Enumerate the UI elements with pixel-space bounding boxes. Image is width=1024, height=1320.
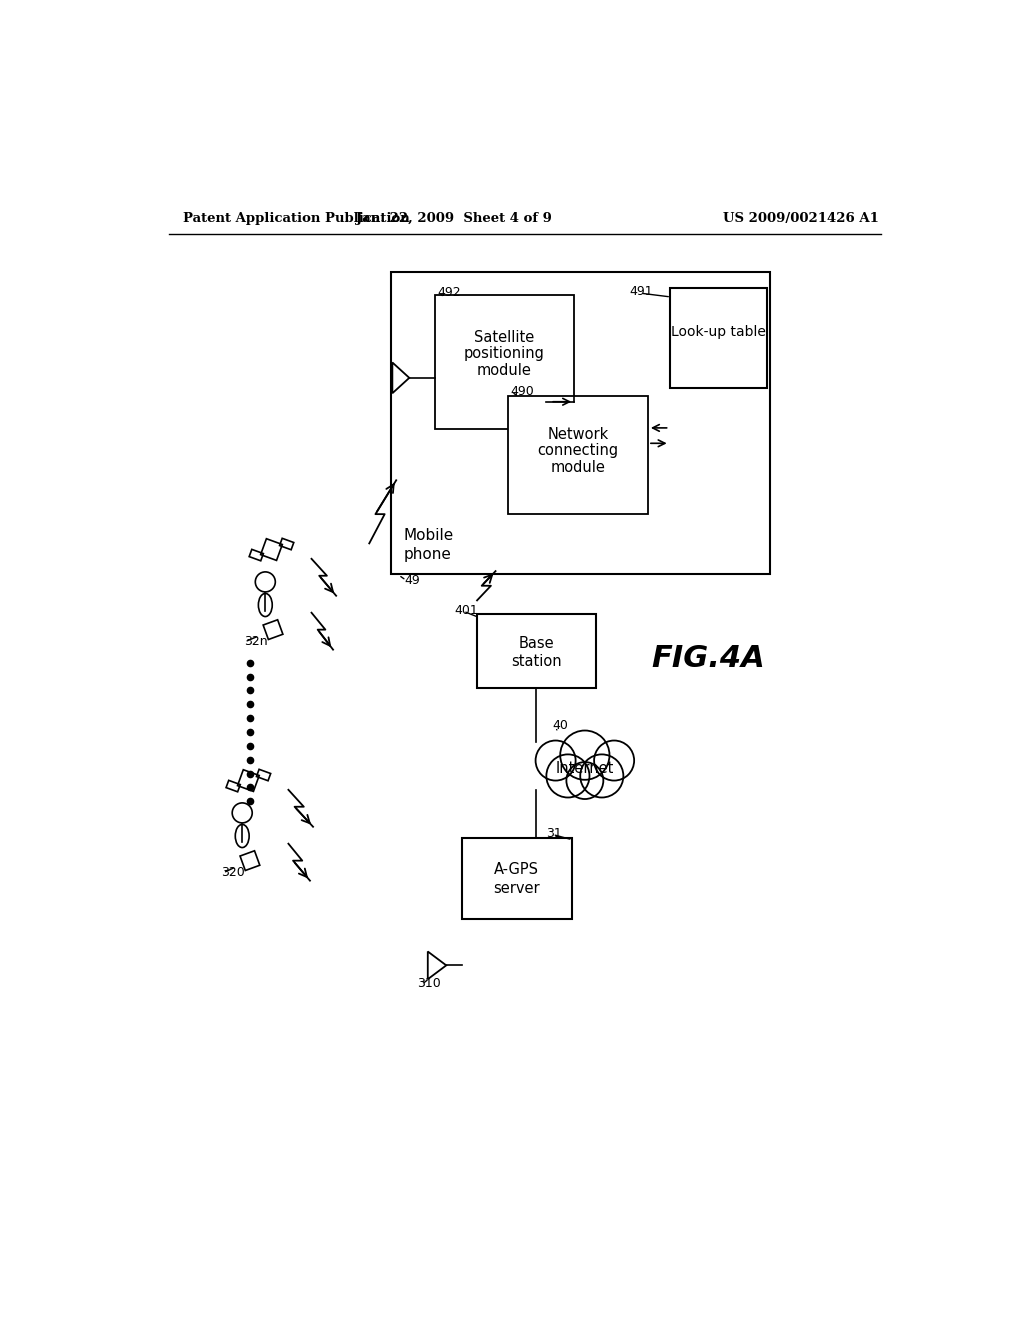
Text: 401: 401	[454, 603, 478, 616]
Text: 32n: 32n	[245, 635, 268, 648]
Bar	[670, 288, 767, 388]
Text: Jan. 22, 2009  Sheet 4 of 9: Jan. 22, 2009 Sheet 4 of 9	[356, 213, 552, 224]
Text: connecting: connecting	[538, 444, 618, 458]
Text: Look-up table: Look-up table	[671, 325, 766, 339]
Text: 490: 490	[510, 385, 534, 399]
Text: 40: 40	[553, 719, 568, 733]
Bar	[508, 396, 648, 515]
Text: 49: 49	[403, 574, 420, 587]
Text: FIG.4A: FIG.4A	[651, 644, 765, 673]
Text: Patent Application Publication: Patent Application Publication	[183, 213, 410, 224]
Text: 492: 492	[437, 286, 461, 298]
Text: 491: 491	[630, 285, 653, 298]
Text: Mobile: Mobile	[403, 528, 455, 544]
Text: Internet: Internet	[556, 760, 614, 776]
Bar	[391, 272, 770, 574]
Text: A-GPS: A-GPS	[494, 862, 539, 878]
Text: station: station	[511, 653, 561, 669]
Text: positioning: positioning	[464, 346, 545, 362]
Bar	[435, 296, 574, 429]
Text: Base: Base	[518, 636, 554, 651]
Text: 310: 310	[417, 977, 440, 990]
Bar	[462, 838, 571, 919]
Text: Network: Network	[547, 426, 608, 442]
Text: module: module	[476, 363, 531, 379]
Text: US 2009/0021426 A1: US 2009/0021426 A1	[723, 213, 879, 224]
Text: phone: phone	[403, 546, 452, 562]
Text: server: server	[493, 880, 540, 896]
Text: Satellite: Satellite	[474, 330, 535, 345]
Bar	[477, 614, 596, 688]
Text: module: module	[551, 461, 605, 475]
Text: 320: 320	[221, 866, 245, 879]
Text: 31: 31	[547, 828, 562, 841]
